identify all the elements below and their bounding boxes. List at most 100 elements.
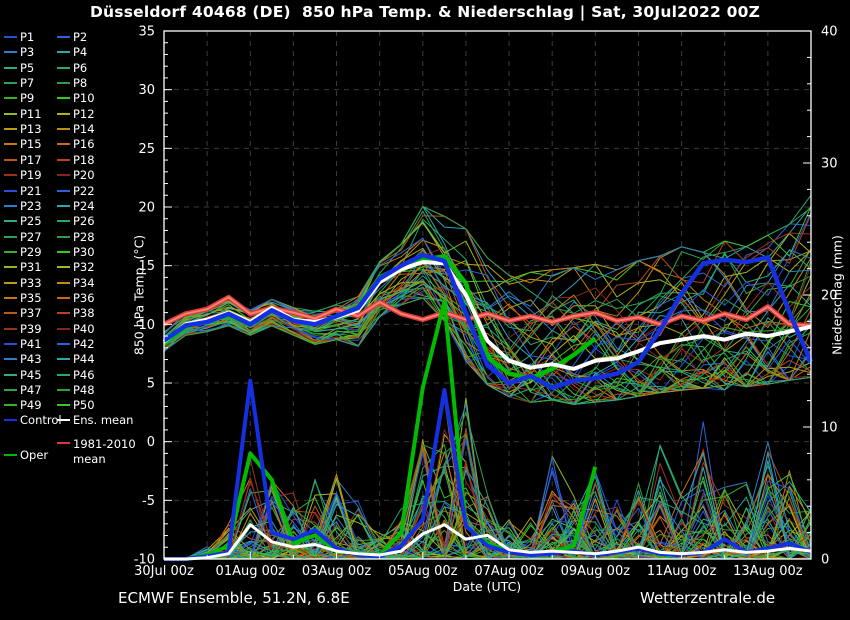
legend-label: P17 <box>20 152 42 167</box>
legend-swatch <box>57 296 70 299</box>
legend-item-p28: P28 <box>57 229 95 244</box>
legend-item-p30: P30 <box>57 245 95 259</box>
legend-item-p48: P48 <box>57 384 95 397</box>
legend-item-p45: P45 <box>4 367 42 382</box>
legend-label: P19 <box>20 168 42 183</box>
y-left-tick-label: 25 <box>138 142 155 157</box>
legend-swatch <box>57 174 70 177</box>
legend-item-p41: P41 <box>4 338 42 351</box>
legend-swatch <box>57 442 70 444</box>
x-tick-label: 05Aug 00z <box>388 564 458 579</box>
legend-label: P4 <box>73 45 88 60</box>
legend-item-p31: P31 <box>4 261 42 274</box>
legend-swatch <box>57 97 70 100</box>
x-axis-label-date: Date (UTC) <box>452 579 522 594</box>
y-right-tick-label: 30 <box>821 157 838 172</box>
legend-item-p7: P7 <box>4 77 34 90</box>
legend-item-p18: P18 <box>57 153 95 167</box>
ensemble-member-temp-line <box>163 237 812 376</box>
x-tick-label: 07Aug 00z <box>474 564 544 579</box>
legend-item-p5: P5 <box>4 61 34 75</box>
legend-item-p26: P26 <box>57 215 95 228</box>
y-axis-label-temperature: 850 hPa Temp. (°C) <box>131 234 147 356</box>
ens-mean-precip-line <box>164 523 812 561</box>
y-left-tick-label: 10 <box>138 318 155 333</box>
legend-swatch <box>57 312 70 315</box>
legend-label: P44 <box>73 352 95 367</box>
legend-label: P28 <box>73 229 95 244</box>
legend-label: P33 <box>20 275 42 290</box>
legend-swatch <box>4 327 17 330</box>
legend-label: P45 <box>20 367 42 382</box>
legend-label: P11 <box>20 106 42 121</box>
ensemble-member-temp-line <box>163 221 812 339</box>
legend-swatch <box>4 128 17 131</box>
legend-label: P7 <box>20 76 35 91</box>
x-tick-label: 30Jul 00z <box>134 564 194 579</box>
legend-item-p33: P33 <box>4 275 42 290</box>
legend-item-p19: P19 <box>4 169 42 182</box>
ensemble-member-precip-line <box>163 445 812 560</box>
legend-swatch <box>57 66 70 69</box>
legend-label: P15 <box>20 137 42 152</box>
legend-swatch <box>57 82 70 85</box>
legend-item-p10: P10 <box>57 92 95 105</box>
legend-swatch <box>57 266 70 269</box>
legend-item-p16: P16 <box>57 138 95 151</box>
legend-item-p2: P2 <box>57 31 87 44</box>
legend-swatch <box>4 174 17 177</box>
legend-swatch <box>4 250 17 253</box>
ensemble-member-temp-line <box>163 297 812 405</box>
legend-swatch <box>4 189 17 192</box>
legend-swatch <box>4 158 17 161</box>
legend-label: P10 <box>73 91 95 106</box>
x-tick-label: 09Aug 00z <box>561 564 631 579</box>
legend-label: P2 <box>73 30 88 44</box>
ensemble-member-temp-line <box>163 269 812 376</box>
legend-item-p24: P24 <box>57 198 95 213</box>
legend-label: P36 <box>73 290 95 305</box>
control-temp-line <box>162 252 814 390</box>
y-left-tick-label: 0 <box>147 435 155 450</box>
legend-label: P46 <box>73 367 95 382</box>
legend-swatch <box>57 189 70 192</box>
legend-item-p6: P6 <box>57 61 87 75</box>
legend-swatch <box>4 112 17 115</box>
legend-label: P37 <box>20 306 42 321</box>
x-tick-label: 03Aug 00z <box>302 564 372 579</box>
legend-label: P29 <box>20 244 42 259</box>
legend-label: P38 <box>73 306 95 321</box>
legend-label: P24 <box>73 198 95 213</box>
oper-precip-line <box>164 299 598 561</box>
legend-swatch <box>4 36 17 38</box>
legend-item-p9: P9 <box>4 92 34 105</box>
legend-swatch <box>4 97 17 100</box>
y-right-tick-label: 40 <box>821 25 838 40</box>
legend-item-p42: P42 <box>57 338 95 351</box>
legend-item-clim-mean: 1981-2010 mean <box>57 437 136 467</box>
legend-item-p43: P43 <box>4 353 42 366</box>
y-right-tick-label: 0 <box>821 553 829 568</box>
legend-item-p50: P50 <box>57 399 95 412</box>
legend-swatch <box>57 112 70 115</box>
legend-item-p3: P3 <box>4 46 34 59</box>
legend-label: P34 <box>73 275 95 290</box>
legend-swatch <box>4 82 17 85</box>
legend-item-p36: P36 <box>57 290 95 305</box>
legend-label: P3 <box>20 45 35 60</box>
legend-label: P32 <box>73 260 95 275</box>
legend-label: P21 <box>20 183 42 198</box>
legend-swatch <box>57 143 70 146</box>
y-left-tick-label: -5 <box>142 494 155 509</box>
legend-label: P20 <box>73 168 95 183</box>
y-left-tick-label: 15 <box>138 259 155 274</box>
legend-item-p21: P21 <box>4 183 42 198</box>
legend-swatch <box>4 281 17 284</box>
legend-label: P12 <box>73 106 95 121</box>
legend-item-p11: P11 <box>4 106 42 121</box>
legend-item-ens-mean: Ens. mean <box>57 414 133 427</box>
legend-item-p44: P44 <box>57 353 95 366</box>
legend-swatch <box>57 327 70 330</box>
legend-label: Ens. mean <box>73 413 134 427</box>
